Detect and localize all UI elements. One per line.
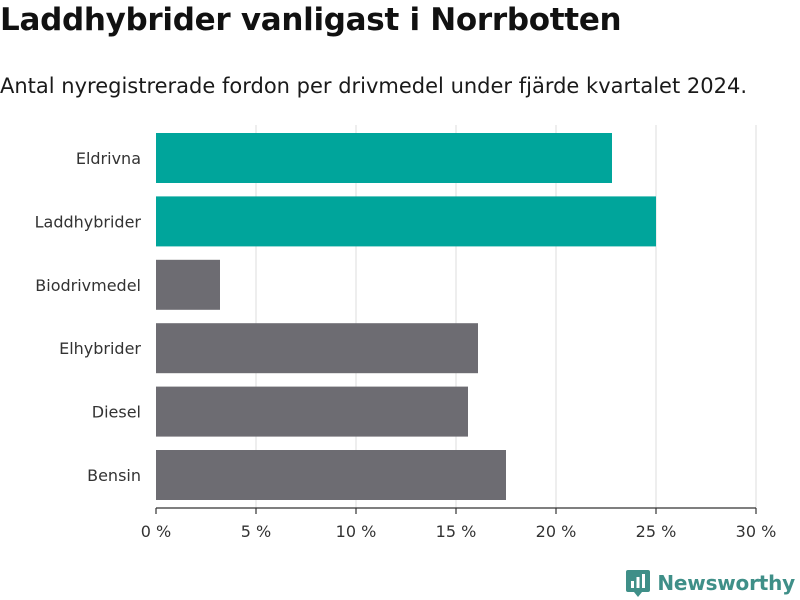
bar-elhybrider <box>156 323 478 374</box>
newsworthy-logo-icon <box>626 570 651 597</box>
bar-biodrivmedel <box>156 259 220 310</box>
chart-subtitle: Antal nyregistrerade fordon per drivmede… <box>0 74 748 98</box>
brand-name: Newsworthy <box>657 571 795 595</box>
bar-diesel <box>156 386 468 437</box>
category-label: Laddhybrider <box>35 212 142 231</box>
x-tick-label: 15 % <box>436 522 477 541</box>
category-label: Elhybrider <box>59 339 141 358</box>
x-tick-label: 0 % <box>141 522 171 541</box>
x-tick-label: 10 % <box>336 522 377 541</box>
category-label: Bensin <box>87 466 141 485</box>
chart-title: Laddhybrider vanligast i Norrbotten <box>0 2 622 38</box>
x-tick-label: 30 % <box>736 522 777 541</box>
category-label: Eldrivna <box>76 149 141 168</box>
x-tick-label: 20 % <box>536 522 577 541</box>
bar-laddhybrider <box>156 196 656 247</box>
brand-logo: Newsworthy <box>625 568 795 598</box>
x-tick-label: 5 % <box>241 522 271 541</box>
category-label: Diesel <box>92 403 141 422</box>
bar-bensin <box>156 450 506 500</box>
category-label: Biodrivmedel <box>35 276 141 295</box>
bar-eldrivna <box>156 133 612 183</box>
x-tick-label: 25 % <box>636 522 677 541</box>
